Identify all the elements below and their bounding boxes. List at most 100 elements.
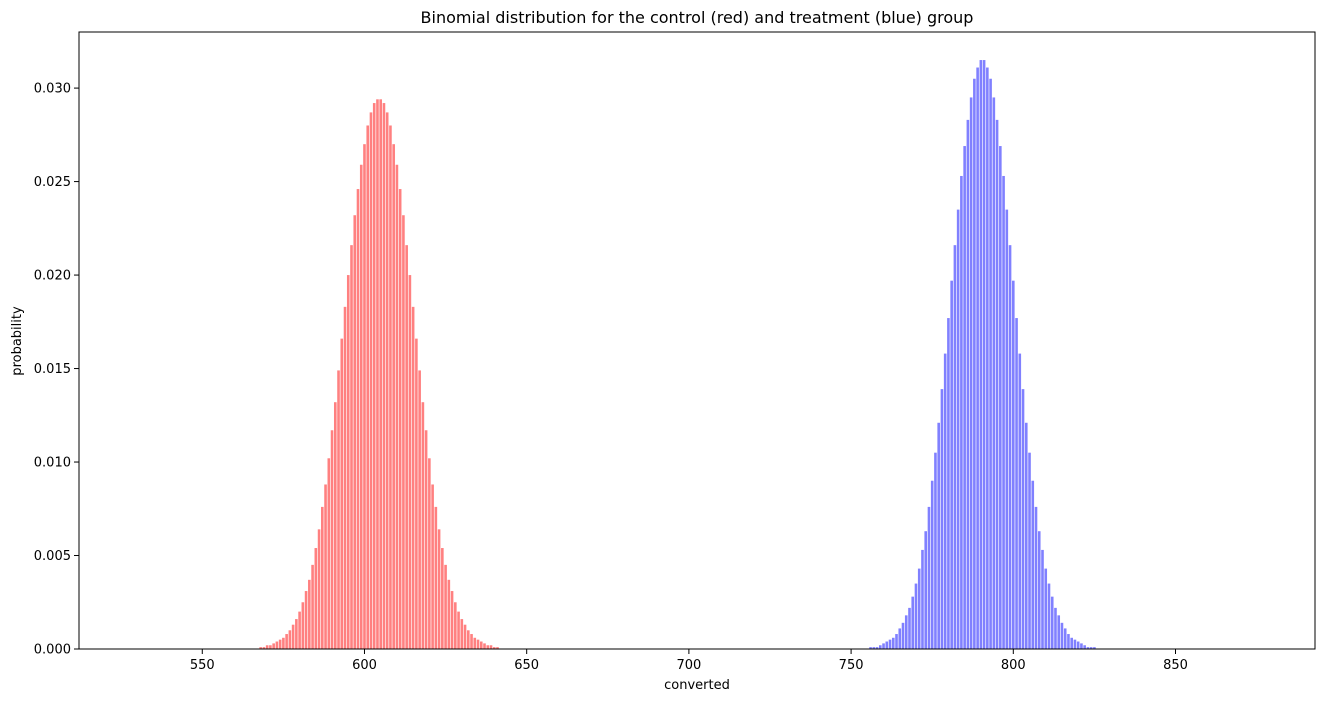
bar-series-0-x573 [275, 641, 279, 649]
bar-series-0-x635 [476, 639, 480, 649]
bar-series-0-x602 [369, 112, 373, 649]
bar-series-0-x599 [359, 164, 363, 649]
bar-series-1-x805 [1028, 452, 1031, 649]
bar-series-1-x795 [995, 119, 999, 649]
bar-series-1-x764 [895, 634, 898, 649]
bar-series-1-x761 [885, 641, 889, 649]
bar-series-1-x786 [966, 119, 970, 649]
bar-series-0-x626 [447, 579, 451, 649]
bar-series-1-x796 [999, 146, 1002, 650]
bar-series-0-x638 [486, 645, 490, 649]
bar-series-1-x799 [1008, 245, 1012, 649]
bar-series-1-x806 [1031, 480, 1035, 649]
bar-series-0-x594 [343, 306, 347, 649]
bar-series-0-x576 [285, 634, 288, 649]
bar-series-0-x639 [489, 645, 493, 649]
bar-series-1-x804 [1024, 422, 1028, 649]
bar-series-0-x575 [282, 637, 285, 649]
bar-series-0-x631 [463, 624, 467, 649]
bar-series-1-x823 [1086, 647, 1090, 649]
y-tick-label: 0.025 [34, 175, 71, 190]
x-tick-label: 600 [352, 658, 377, 673]
bar-series-0-x617 [418, 370, 421, 649]
bar-series-0-x628 [454, 602, 457, 649]
bar-series-1-x797 [1002, 175, 1005, 649]
bar-series-1-x794 [992, 97, 996, 649]
bar-series-1-x766 [901, 622, 905, 649]
bar-series-0-x572 [272, 643, 275, 649]
bar-series-0-x593 [340, 338, 344, 649]
bar-series-1-x770 [914, 583, 918, 649]
bar-series-1-x802 [1018, 353, 1022, 649]
bar-series-1-x819 [1073, 639, 1077, 649]
bar-series-1-x768 [908, 607, 911, 649]
bar-series-1-x789 [976, 67, 979, 649]
bar-series-1-x776 [934, 452, 937, 649]
bar-series-0-x604 [376, 99, 379, 649]
bar-series-0-x591 [333, 402, 337, 649]
bar-series-1-x821 [1080, 643, 1083, 649]
bar-series-0-x630 [460, 619, 464, 649]
bar-series-1-x812 [1050, 596, 1054, 649]
bar-series-0-x580 [298, 611, 301, 649]
bar-series-0-x601 [366, 125, 370, 650]
bar-series-1-x784 [960, 175, 963, 649]
bar-series-0-x622 [434, 506, 438, 649]
bar-series-1-x757 [872, 647, 876, 649]
bar-series-0-x590 [330, 430, 334, 649]
bar-series-0-x587 [321, 506, 324, 649]
bar-series-1-x772 [921, 549, 924, 649]
bar-series-0-x582 [304, 591, 308, 649]
bar-series-1-x809 [1041, 549, 1044, 649]
bar-series-1-x756 [869, 647, 872, 649]
bar-series-1-x781 [950, 280, 953, 649]
bar-series-0-x611 [398, 189, 402, 650]
y-tick-label: 0.015 [34, 362, 71, 377]
bar-series-1-x758 [875, 647, 879, 649]
bar-series-1-x816 [1063, 628, 1067, 649]
bar-series-0-x585 [314, 548, 318, 649]
bar-series-1-x813 [1054, 607, 1057, 649]
bar-series-0-x577 [288, 630, 292, 649]
bar-series-0-x633 [470, 634, 473, 649]
bar-series-0-x629 [457, 611, 460, 649]
y-tick-label: 0.005 [34, 549, 71, 564]
bar-series-1-x774 [927, 506, 931, 649]
bar-series-0-x625 [444, 564, 447, 649]
x-axis: 550 600 650 700 750 800 850 [190, 649, 1188, 673]
bar-series-0-x612 [402, 215, 405, 650]
bar-series-0-x610 [395, 164, 399, 649]
bar-series-1-x779 [943, 353, 947, 649]
bar-series-1-x807 [1034, 506, 1038, 649]
bar-series-1-x814 [1057, 615, 1061, 649]
bar-series-0-x586 [317, 529, 321, 649]
bar-series-0-x627 [450, 591, 454, 649]
bar-series-0-x608 [389, 125, 392, 650]
bar-series-1-x771 [917, 568, 921, 649]
bar-series-0-x618 [421, 402, 425, 649]
y-tick-label: 0.020 [34, 269, 71, 284]
y-tick-label: 0.010 [34, 456, 71, 471]
bar-series-0-x595 [346, 275, 350, 649]
bar-series-1-x791 [982, 60, 986, 650]
bar-series-0-x641 [496, 647, 499, 649]
bar-series-0-x588 [324, 484, 327, 649]
bar-series-0-x607 [385, 112, 389, 649]
bar-series-0-x579 [295, 619, 298, 649]
bar-series-1-x790 [979, 60, 983, 650]
bar-series-1-x762 [888, 639, 892, 649]
y-axis: 0.000 0.005 0.010 0.015 0.020 0.025 0.030 [34, 82, 79, 658]
bar-series-1-x800 [1012, 280, 1015, 649]
bar-series-0-x600 [363, 144, 366, 649]
x-tick-label: 750 [839, 658, 864, 673]
bar-series-0-x592 [337, 370, 340, 649]
bar-series-1-x773 [924, 531, 928, 649]
bar-series-1-x780 [947, 318, 950, 649]
x-tick-label: 700 [676, 658, 701, 673]
bar-series-0-x581 [301, 602, 305, 649]
bar-series-0-x570 [265, 645, 269, 649]
bar-series-1-x798 [1005, 209, 1009, 649]
bar-series-1-x792 [986, 67, 989, 649]
bar-series-1-x818 [1070, 637, 1073, 649]
y-axis-label: probability [10, 306, 25, 376]
